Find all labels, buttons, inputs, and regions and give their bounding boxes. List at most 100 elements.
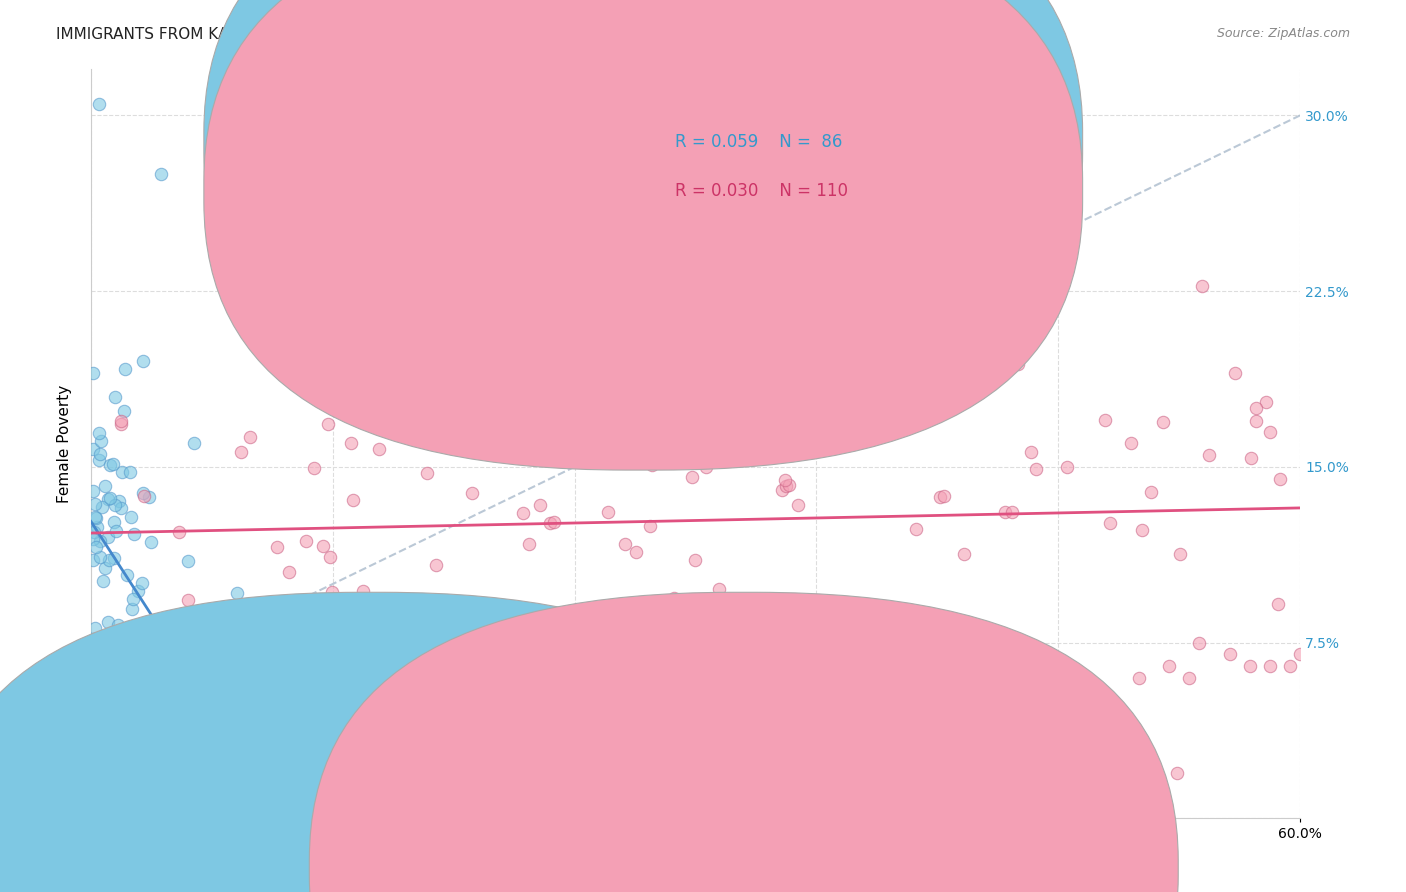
Indians (Asian) <box>683 552 706 566</box>
Indians (Asian) <box>1239 659 1261 673</box>
Immigrants from Kazakhstan <box>183 436 205 450</box>
Indians (Asian) <box>330 663 353 677</box>
Y-axis label: Female Poverty: Female Poverty <box>58 384 72 502</box>
Indians (Asian) <box>512 506 534 520</box>
Immigrants from Kazakhstan <box>83 737 105 751</box>
Immigrants from Kazakhstan <box>148 799 170 814</box>
Immigrants from Kazakhstan <box>129 806 152 821</box>
Immigrants from Kazakhstan <box>97 492 120 507</box>
Indians (Asian) <box>994 505 1017 519</box>
Indians (Asian) <box>770 483 793 497</box>
Indians (Asian) <box>935 390 957 404</box>
Immigrants from Kazakhstan <box>91 500 114 514</box>
Indians (Asian) <box>207 624 229 639</box>
Indians (Asian) <box>401 632 423 646</box>
Immigrants from Kazakhstan <box>115 568 138 582</box>
Indians (Asian) <box>773 473 796 487</box>
Immigrants from Kazakhstan <box>104 499 127 513</box>
Indians (Asian) <box>1166 765 1188 780</box>
Indians (Asian) <box>681 470 703 484</box>
Immigrants from Kazakhstan <box>121 601 143 615</box>
Immigrants from Kazakhstan <box>204 797 226 812</box>
Immigrants from Kazakhstan <box>86 520 108 534</box>
Immigrants from Kazakhstan <box>82 483 104 498</box>
Indians (Asian) <box>515 653 537 667</box>
Indians (Asian) <box>1219 647 1241 661</box>
Immigrants from Kazakhstan <box>179 802 201 816</box>
Immigrants from Kazakhstan <box>139 698 162 713</box>
Indians (Asian) <box>787 498 810 512</box>
Indians (Asian) <box>416 466 439 480</box>
Indians (Asian) <box>318 417 340 432</box>
Indians (Asian) <box>529 498 551 512</box>
Indians (Asian) <box>336 388 359 402</box>
Indians (Asian) <box>352 583 374 598</box>
Immigrants from Kazakhstan <box>108 494 131 508</box>
Indians (Asian) <box>952 547 974 561</box>
Indians (Asian) <box>425 558 447 572</box>
Indians (Asian) <box>778 478 800 492</box>
Immigrants from Kazakhstan <box>89 534 111 549</box>
Indians (Asian) <box>150 658 173 673</box>
Indians (Asian) <box>1191 279 1213 293</box>
Immigrants from Kazakhstan <box>82 366 104 380</box>
Indians (Asian) <box>548 375 571 389</box>
Indians (Asian) <box>1267 597 1289 611</box>
Indians (Asian) <box>1121 436 1143 450</box>
Indians (Asian) <box>905 522 928 536</box>
Immigrants from Kazakhstan <box>94 560 117 574</box>
Immigrants from Kazakhstan <box>101 457 124 471</box>
Indians (Asian) <box>1223 366 1246 380</box>
Immigrants from Kazakhstan <box>94 683 117 698</box>
Indians (Asian) <box>952 675 974 690</box>
Indians (Asian) <box>1130 523 1153 537</box>
Text: ZIPatlas: ZIPatlas <box>531 394 859 463</box>
Immigrants from Kazakhstan <box>89 96 111 111</box>
Indians (Asian) <box>340 436 363 450</box>
Immigrants from Kazakhstan <box>114 362 136 376</box>
Indians (Asian) <box>295 534 318 549</box>
Immigrants from Kazakhstan <box>83 621 105 635</box>
Indians (Asian) <box>259 667 281 681</box>
Indians (Asian) <box>172 636 194 650</box>
Indians (Asian) <box>624 545 647 559</box>
Indians (Asian) <box>574 712 596 726</box>
Indians (Asian) <box>155 656 177 670</box>
Indians (Asian) <box>775 479 797 493</box>
Text: IMMIGRANTS FROM KAZAKHSTAN VS INDIAN (ASIAN) FEMALE POVERTY CORRELATION CHART: IMMIGRANTS FROM KAZAKHSTAN VS INDIAN (AS… <box>56 27 766 42</box>
Immigrants from Kazakhstan <box>84 497 107 511</box>
Immigrants from Kazakhstan <box>97 615 120 630</box>
Indians (Asian) <box>239 430 262 444</box>
Immigrants from Kazakhstan <box>136 776 159 790</box>
Immigrants from Kazakhstan <box>141 535 163 549</box>
Indians (Asian) <box>1025 462 1047 476</box>
Indians (Asian) <box>461 486 484 500</box>
Immigrants from Kazakhstan <box>89 549 111 564</box>
Indians (Asian) <box>662 355 685 369</box>
Indians (Asian) <box>752 439 775 453</box>
Indians (Asian) <box>613 537 636 551</box>
Immigrants from Kazakhstan <box>91 708 114 723</box>
Indians (Asian) <box>717 598 740 612</box>
Immigrants from Kazakhstan <box>135 737 157 751</box>
Indians (Asian) <box>581 342 603 356</box>
Immigrants from Kazakhstan <box>167 688 190 702</box>
Immigrants from Kazakhstan <box>82 442 104 456</box>
Immigrants from Kazakhstan <box>127 584 149 599</box>
Indians (Asian) <box>1152 415 1174 429</box>
Text: R = 0.030    N = 110: R = 0.030 N = 110 <box>675 182 848 200</box>
Indians (Asian) <box>710 438 733 452</box>
Indians (Asian) <box>1000 505 1022 519</box>
Immigrants from Kazakhstan <box>103 515 125 529</box>
Immigrants from Kazakhstan <box>121 684 143 698</box>
Indians (Asian) <box>662 591 685 606</box>
Immigrants from Kazakhstan <box>97 530 120 544</box>
Indians (Asian) <box>278 565 301 579</box>
Text: R = 0.059    N =  86: R = 0.059 N = 86 <box>675 133 842 151</box>
Immigrants from Kazakhstan <box>83 524 105 539</box>
Indians (Asian) <box>1098 516 1121 530</box>
Indians (Asian) <box>934 489 956 503</box>
Indians (Asian) <box>1007 357 1029 371</box>
Immigrants from Kazakhstan <box>91 574 114 588</box>
Indians (Asian) <box>353 412 375 426</box>
